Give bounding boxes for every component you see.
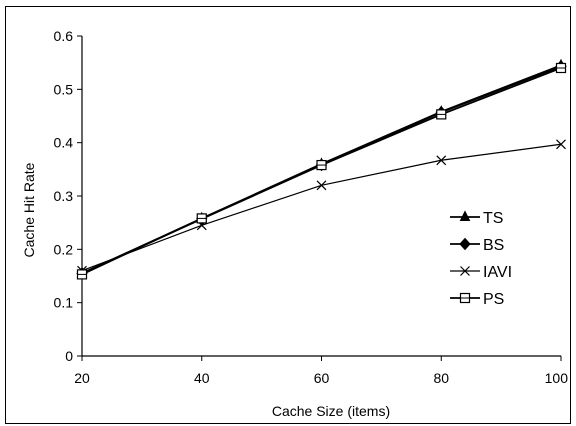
legend-label-ps: PS [483, 291, 504, 308]
series-iavi-point [316, 180, 327, 191]
y-tick-label: 0 [65, 348, 73, 364]
y-tick-label: 0.6 [54, 28, 74, 44]
legend-label-ts: TS [483, 210, 503, 227]
y-axis-title: Cache Hit Rate [21, 162, 37, 257]
x-tick-label: 60 [314, 370, 330, 386]
series-iavi-point [436, 155, 447, 166]
legend-entry-bs: BS [450, 237, 504, 254]
chart-frame [5, 6, 571, 424]
y-tick-label: 0.5 [54, 81, 74, 97]
x-tick-label: 20 [74, 370, 90, 386]
axes: 0 0.1 0.2 0.3 0.4 0.5 0.6 20 40 60 80 100 [54, 28, 569, 386]
legend-swatch-marker [459, 237, 471, 251]
x-tick-label: 100 [545, 370, 569, 386]
legend-label-bs: BS [483, 237, 504, 254]
legend-entry-ts: TS [450, 210, 503, 227]
legend-entry-ps: PS [450, 291, 504, 308]
x-tick-label: 80 [433, 370, 449, 386]
legend: TS BS IAVI PS [450, 210, 512, 308]
series-ps [76, 62, 567, 280]
y-tick-label: 0.2 [54, 241, 74, 257]
series-layer [76, 58, 567, 280]
legend-entry-iavi: IAVI [450, 264, 512, 281]
legend-swatch-marker [460, 266, 470, 276]
y-tick-label: 0.3 [54, 188, 74, 204]
y-tick-label: 0.1 [54, 295, 74, 311]
legend-label-iavi: IAVI [483, 264, 512, 281]
x-axis-title: Cache Size (items) [272, 403, 390, 419]
legend-swatch-marker [459, 210, 471, 221]
x-tick-label: 40 [194, 370, 210, 386]
y-tick-label: 0.4 [54, 135, 74, 151]
series-iavi-point [556, 139, 566, 150]
